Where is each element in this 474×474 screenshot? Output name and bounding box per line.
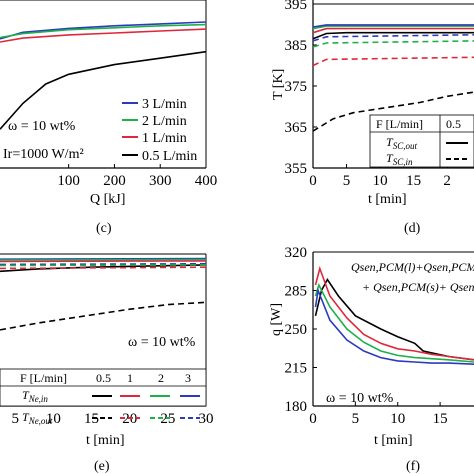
panel-d-xtick-label-4: 2 <box>443 173 451 189</box>
panel-d-xtick-label-3: 15 <box>406 173 421 189</box>
panel-d-ytick-label-4: 355 <box>285 161 308 177</box>
panel-e-series-line-0 <box>0 257 207 261</box>
panel-e-label: (e) <box>94 459 110 474</box>
panel-e-xtick-label-0: 5 <box>12 411 20 427</box>
panel-d-label: (d) <box>404 221 421 236</box>
panel-f-omega: ω = 10 wt% <box>326 391 394 406</box>
panel-c-ticks: 100 200 300 400 <box>57 164 217 189</box>
panel-f-ytick-label-2: 250 <box>285 322 308 338</box>
panel-f-series <box>314 265 474 365</box>
panel-e-table-flow-05: 0.5 <box>96 371 111 385</box>
legend-label-3lmin: 3 L/min <box>142 97 187 112</box>
panel-e-series-line-1 <box>0 258 207 261</box>
panel-d-series-line-7 <box>312 91 474 132</box>
panel-d-series <box>312 24 474 132</box>
panel-c-series-line-2 <box>0 28 207 43</box>
panel-c-label: (c) <box>96 221 112 236</box>
panel-e-xlabel: t [min] <box>86 433 125 448</box>
panel-e: 51015202530 ω = 10 wt% F [L/min] 0.5 1 2… <box>0 253 214 474</box>
panel-c-xlabel: Q [kJ] <box>90 192 125 207</box>
panel-e-xtick-label-2: 15 <box>84 411 99 427</box>
panel-d-series-line-0 <box>312 31 474 40</box>
panel-e-series-line-5 <box>0 264 207 267</box>
panel-c-series-line-3 <box>0 50 207 130</box>
panel-c-series-line-0 <box>0 21 207 40</box>
panel-f-formula-line2: + Qsen,PCM(s)+ Qsen,oil <box>362 280 474 294</box>
panel-d-ytick-label-1: 385 <box>285 38 308 54</box>
panel-d-ytick-label-3: 365 <box>285 120 308 136</box>
legend-label-05lmin: 0.5 L/min <box>142 149 197 164</box>
panel-e-series-line-4 <box>0 262 207 266</box>
panel-e-table-flow-3: 3 <box>185 371 191 385</box>
panel-e-table-header: F [L/min] <box>20 371 67 385</box>
panel-f-xtick-label-1: 5 <box>352 411 360 427</box>
panel-f-xtick-label-2: 10 <box>390 411 405 427</box>
panel-f: 0 5 10 15 320 285 250 215 180 q [W] Qsen,PCM(l)+… <box>269 245 474 474</box>
panel-f-series-line-2 <box>314 282 474 363</box>
panel-f-series-line-3 <box>314 287 474 365</box>
panel-d-table-header: F [L/min] <box>376 117 423 131</box>
panel-c-series-line-1 <box>0 23 207 39</box>
panel-f-xtick-label-0: 0 <box>309 411 317 427</box>
panel-f-ytick-label-3: 215 <box>285 361 308 377</box>
panel-c-xtick-label-1: 200 <box>103 173 126 189</box>
panel-d-xtick-label-2: 10 <box>373 173 388 189</box>
panel-e-table-box <box>0 368 207 407</box>
legend-label-2lmin: 2 L/min <box>142 114 187 129</box>
panel-e-xtick-label-1: 10 <box>46 411 61 427</box>
panel-d-table-flow: 0.5 <box>446 117 461 131</box>
panel-d-series-line-1 <box>312 27 474 34</box>
panel-d-xtick-label-0: 0 <box>309 173 317 189</box>
panel-d: 0 5 10 15 2 395 385 375 365 355 T [K] F [L/min] 0… <box>271 0 474 236</box>
panel-d-series-line-6 <box>312 56 474 67</box>
panel-f-series-line-1 <box>314 265 474 361</box>
panel-e-series-line-6 <box>0 266 207 270</box>
panel-e-series-line-7 <box>0 301 207 331</box>
panel-f-ylabel: q [W] <box>269 303 284 336</box>
panel-c-legend: 3 L/min 2 L/min 1 L/min 0.5 L/min <box>122 97 197 164</box>
panel-f-formula-line1: Qsen,PCM(l)+Qsen,PCM(l) <box>351 260 474 274</box>
panel-f-ytick-label-0: 320 <box>285 245 308 261</box>
panel-d-ylabel: T [K] <box>271 69 286 100</box>
panel-f-ytick-label-1: 285 <box>285 284 308 300</box>
panel-d-table: F [L/min] 0.5 TSC,out TSC,in <box>369 114 474 168</box>
panel-d-xtick-label-1: 5 <box>343 173 351 189</box>
panel-c-xtick-label-3: 400 <box>195 173 218 189</box>
panel-c-xtick-label-0: 100 <box>57 173 80 189</box>
panel-d-series-line-3 <box>312 24 474 28</box>
panel-d-ticks: 0 5 10 15 2 395 385 375 365 355 <box>285 0 451 189</box>
panel-d-series-line-2 <box>312 25 474 30</box>
panel-f-xlabel: t [min] <box>374 433 413 448</box>
legend-label-1lmin: 1 L/min <box>142 131 187 146</box>
panel-c: 100 200 300 400 3 L/min 2 L/min 1 L/min 0.5… <box>0 0 217 236</box>
panel-e-xtick-label-5: 30 <box>199 411 214 427</box>
panel-d-ytick-label-2: 375 <box>285 79 308 95</box>
panel-f-ytick-label-4: 180 <box>285 399 308 415</box>
panel-e-series <box>0 257 207 331</box>
panel-c-xtick-label-2: 300 <box>149 173 172 189</box>
panel-f-label: (f) <box>406 459 420 474</box>
panel-c-omega: ω = 10 wt% <box>8 119 76 134</box>
panel-d-series-line-5 <box>312 40 474 48</box>
panel-c-series <box>0 21 207 130</box>
panel-d-series-line-4 <box>312 34 474 42</box>
panel-e-table-flow-1: 1 <box>127 371 133 385</box>
panel-c-irradiance: Ir=1000 W/m² <box>3 147 84 162</box>
panel-e-table: F [L/min] 0.5 1 2 3 TNe,in <box>0 368 207 407</box>
panel-f-xtick-label-3: 15 <box>433 411 448 427</box>
panel-d-xlabel: t [min] <box>368 192 407 207</box>
panel-e-series-line-2 <box>0 260 207 263</box>
panel-e-omega: ω = 10 wt% <box>128 335 196 350</box>
panel-f-ticks: 0 5 10 15 320 285 250 215 180 <box>285 245 448 427</box>
panel-e-table-flow-2: 2 <box>158 371 164 385</box>
panel-d-ytick-label-0: 395 <box>285 0 308 13</box>
